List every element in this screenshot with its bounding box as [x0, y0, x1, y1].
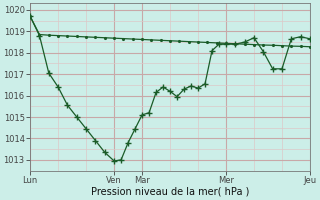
X-axis label: Pression niveau de la mer( hPa ): Pression niveau de la mer( hPa ): [91, 187, 249, 197]
